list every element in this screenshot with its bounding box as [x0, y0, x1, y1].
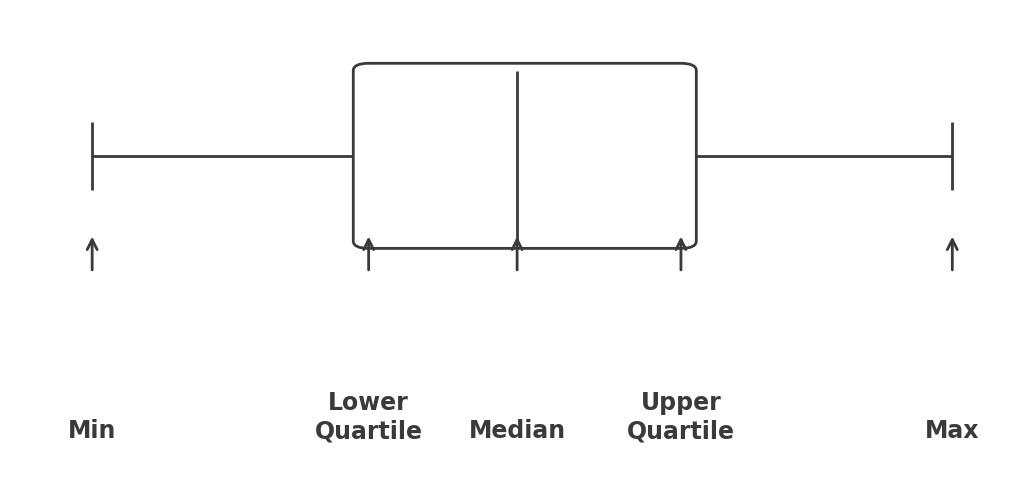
Text: Min: Min: [68, 419, 117, 443]
Text: Upper
Quartile: Upper Quartile: [627, 392, 735, 443]
Text: Max: Max: [925, 419, 980, 443]
Text: Lower
Quartile: Lower Quartile: [314, 392, 423, 443]
Text: Median: Median: [469, 419, 565, 443]
FancyBboxPatch shape: [353, 63, 696, 248]
